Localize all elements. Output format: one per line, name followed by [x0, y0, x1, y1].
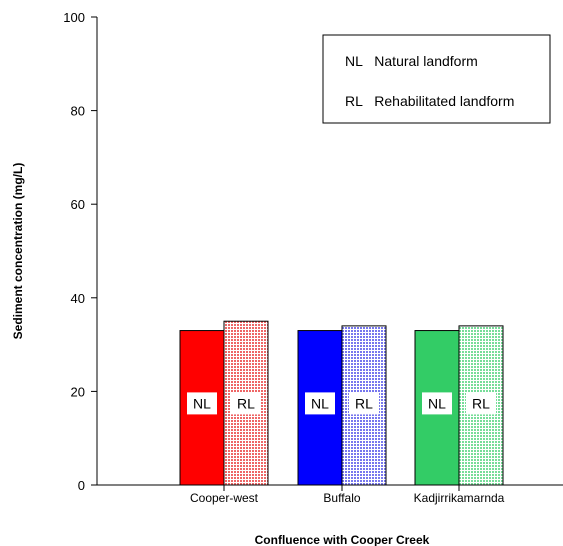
y-tick-label: 60: [71, 197, 85, 212]
bar-tag-label: RL: [472, 395, 490, 411]
legend-label-rehab: Rehabilitated landform: [374, 93, 514, 109]
legend-abbr-rehab: RL: [345, 93, 363, 109]
x-tick-label: Buffalo: [323, 491, 360, 505]
bar-tag-label: NL: [193, 395, 211, 411]
legend-box: [323, 35, 550, 123]
y-axis-title: Sediment concentration (mg/L): [11, 163, 25, 340]
y-tick-label: 100: [63, 10, 85, 25]
legend-entry-natural: NL Natural landform: [345, 53, 478, 69]
bar-tag-label: RL: [355, 395, 373, 411]
y-tick-label: 0: [78, 478, 85, 493]
y-tick-label: 20: [71, 384, 85, 399]
x-tick-label: Kadjirrikamarnda: [414, 491, 505, 505]
x-axis-title: Confluence with Cooper Creek: [255, 533, 430, 546]
y-tick-label: 40: [71, 291, 85, 306]
legend: NL Natural landform RL Rehabilitated lan…: [323, 35, 550, 123]
bar-tag-label: NL: [428, 395, 446, 411]
legend-abbr-natural: NL: [345, 53, 363, 69]
bar-tag-label: NL: [311, 395, 329, 411]
legend-label-natural: Natural landform: [374, 53, 478, 69]
x-tick-label: Cooper-west: [190, 491, 259, 505]
bars-group: NL RL NL RL NL RL: [180, 321, 503, 485]
y-tick-label: 80: [71, 104, 85, 119]
bar-tag-label: RL: [237, 395, 255, 411]
